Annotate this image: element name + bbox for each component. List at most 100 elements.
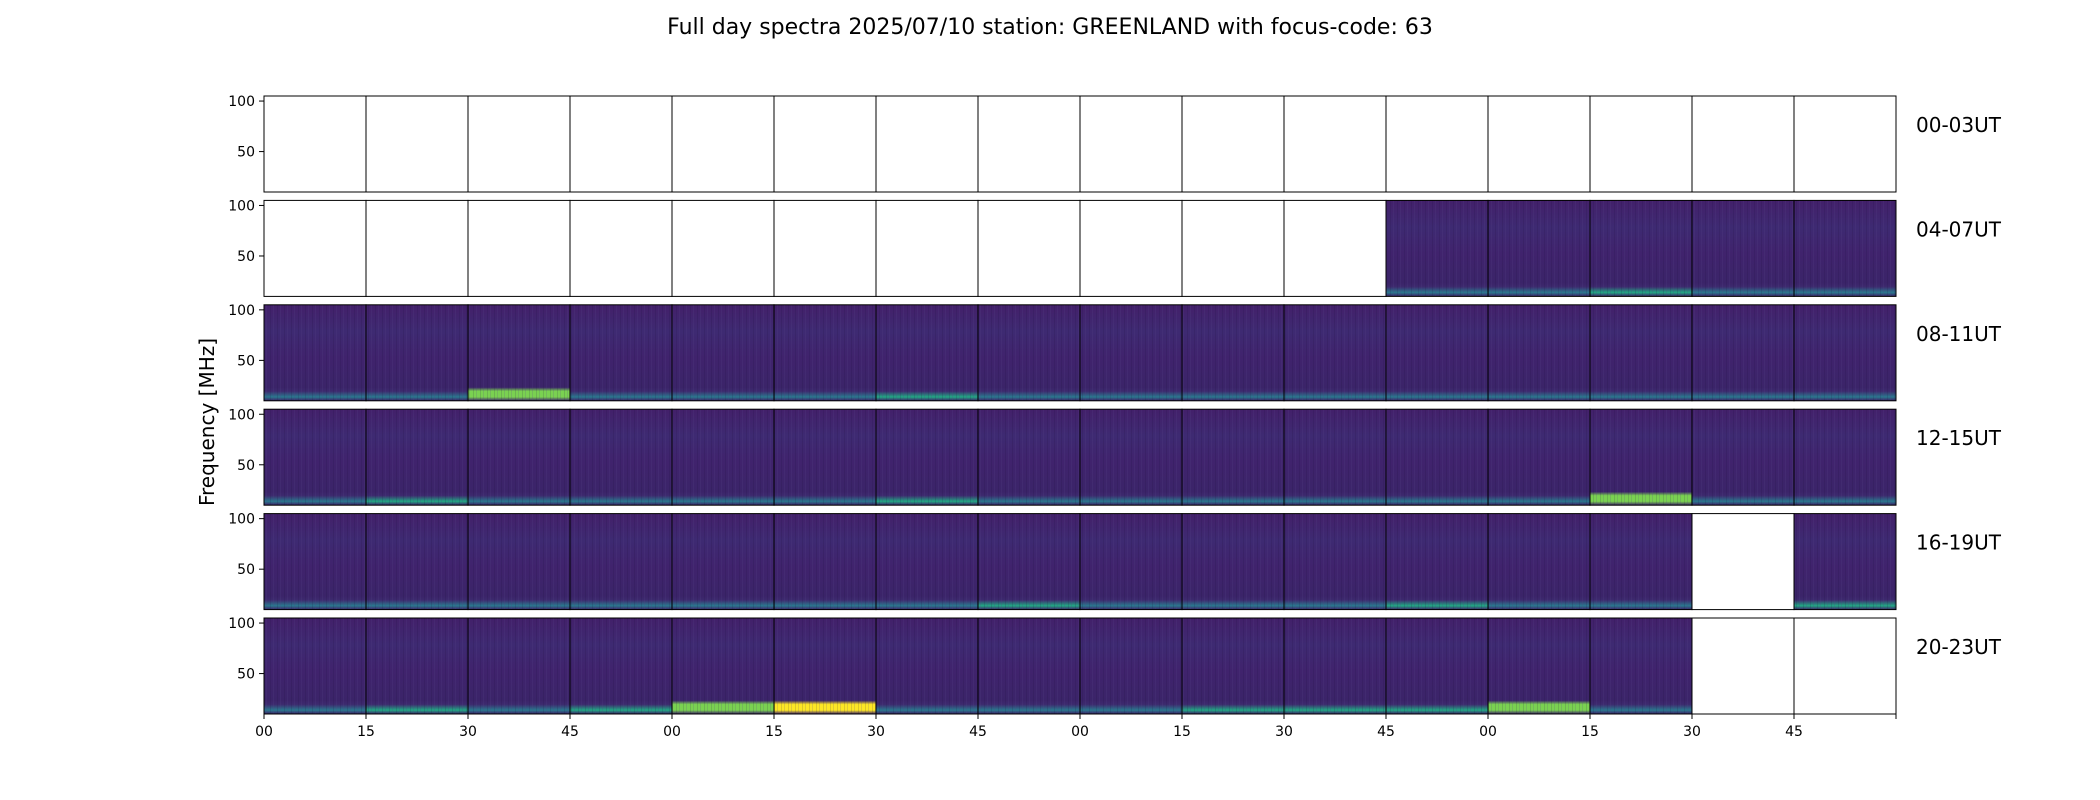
spectrum-texture [1692,200,1794,297]
spectra-row: 100 50 20-23UT [228,616,2002,715]
row-time-label: 00-03UT [1916,113,2002,137]
spectrum-texture [366,304,468,401]
empty-spectrum-panel [774,200,876,297]
spectrum-texture [1794,304,1896,401]
empty-spectrum-panel [264,200,366,297]
empty-spectrum-panel [1182,200,1284,297]
y-tick-label: 100 [228,512,255,528]
spectrum-texture [876,618,978,714]
spectrum-texture [774,304,876,401]
empty-spectrum-panel [570,200,672,297]
spectrum-texture [1488,618,1590,714]
empty-spectrum-panel [1692,513,1794,610]
empty-spectrum-panel [468,96,570,192]
empty-spectrum-panel [978,200,1080,297]
y-tick-label: 50 [237,353,255,369]
spectrum-texture [1794,513,1896,610]
empty-spectrum-panel [1590,96,1692,192]
spectrum-texture [366,409,468,506]
spectrum-texture [1080,304,1182,401]
spectrum-texture [672,513,774,610]
empty-spectrum-panel [570,96,672,192]
y-tick-label: 50 [237,667,255,683]
spectrum-texture [264,513,366,610]
y-tick-label: 100 [228,94,255,110]
x-tick-label: 30 [1683,724,1701,740]
x-tick-label: 30 [1275,724,1293,740]
empty-spectrum-panel [1284,200,1386,297]
empty-spectrum-panel [672,96,774,192]
spectrum-texture [1284,513,1386,610]
spectrum-texture [774,618,876,714]
spectrum-texture [570,618,672,714]
empty-spectrum-panel [468,200,570,297]
spectrum-texture [1590,304,1692,401]
spectrum-texture [1590,513,1692,610]
row-time-label: 08-11UT [1916,322,2002,346]
empty-spectrum-panel [876,96,978,192]
spectrum-texture [264,409,366,506]
empty-spectrum-panel [1794,96,1896,192]
spectrum-texture [1692,304,1794,401]
y-tick-label: 50 [237,145,255,161]
spectrum-texture [672,618,774,714]
spectra-row: 100 50 00-03UT [228,94,2002,193]
y-tick-label: 100 [228,198,255,214]
x-tick-label: 45 [1377,724,1395,740]
empty-spectrum-panel [978,96,1080,192]
spectrum-texture [468,304,570,401]
spectrum-texture [774,409,876,506]
spectrum-texture [570,513,672,610]
panel-border [1793,199,1897,297]
empty-spectrum-panel [1692,96,1794,192]
spectrum-texture [1386,409,1488,506]
spectrum-texture [366,513,468,610]
x-tick-label: 15 [1173,724,1191,740]
y-tick-label: 100 [228,303,255,319]
spectrum-texture [1386,513,1488,610]
spectrum-texture [1692,409,1794,506]
spectrum-texture [1386,618,1488,714]
x-tick-label: 00 [255,724,273,740]
empty-spectrum-panel [672,200,774,297]
panel-border [1793,513,1897,611]
empty-spectrum-panel [1284,96,1386,192]
spectrum-texture [1590,409,1692,506]
spectrum-texture [876,409,978,506]
empty-spectrum-panel [366,200,468,297]
spectrum-texture [876,513,978,610]
spectrum-texture [1284,409,1386,506]
empty-spectrum-panel [366,96,468,192]
spectrum-texture [264,304,366,401]
empty-spectrum-panel [264,96,366,192]
spectrum-texture [978,618,1080,714]
spectrum-texture [978,513,1080,610]
panel-border [1793,304,1897,402]
spectrum-texture [672,409,774,506]
x-tick-label: 30 [867,724,885,740]
spectrum-texture [672,304,774,401]
spectra-row: 100 50 04-07UT [228,198,2002,297]
spectrum-texture [1590,200,1692,297]
x-tick-label: 30 [459,724,477,740]
empty-spectrum-panel [1080,200,1182,297]
spectrum-texture [1794,200,1896,297]
spectrum-texture [1590,618,1692,714]
empty-spectrum-panel [1794,618,1896,714]
spectra-row: 100 50 08-11UT [228,303,2002,402]
panel-border [1793,617,1897,715]
y-tick-label: 50 [237,458,255,474]
spectrum-texture [1488,513,1590,610]
row-time-label: 20-23UT [1916,635,2002,659]
empty-spectrum-panel [1182,96,1284,192]
spectra-row: 100 50 16-19UT [228,512,2002,611]
x-tick-label: 00 [1479,724,1497,740]
x-tick-label: 15 [1581,724,1599,740]
empty-spectrum-panel [1386,96,1488,192]
spectrum-texture [570,304,672,401]
spectrum-texture [468,513,570,610]
x-tick-label: 45 [1785,724,1803,740]
spectrum-texture [1080,618,1182,714]
y-axis-label: Frequency [MHz] [195,338,219,506]
y-tick-label: 100 [228,616,255,632]
